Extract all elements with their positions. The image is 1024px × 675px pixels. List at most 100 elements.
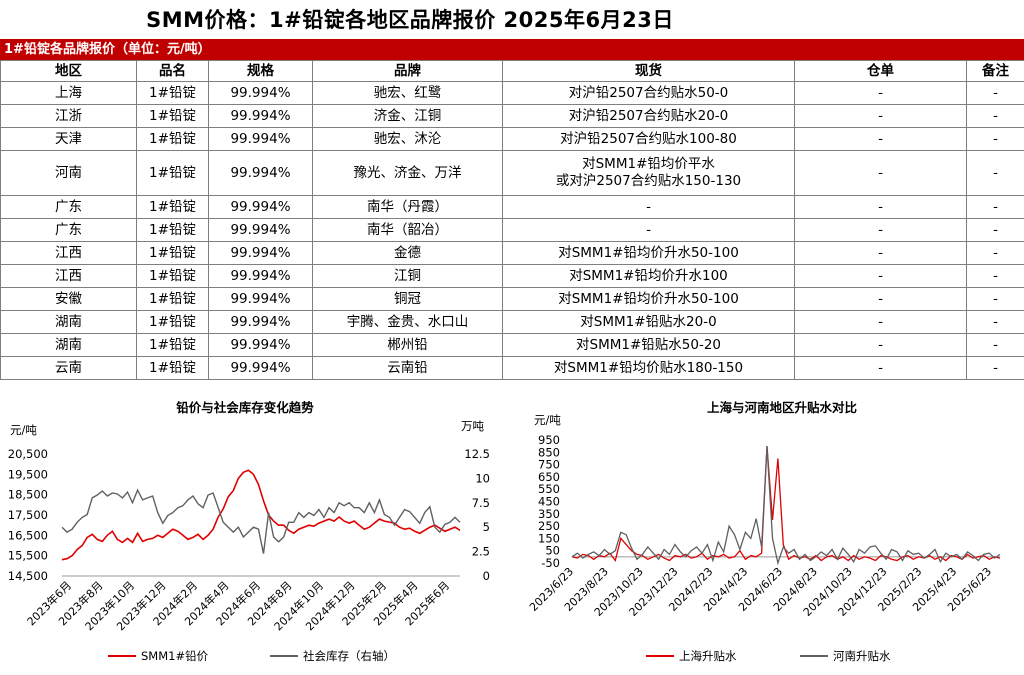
y-tick: 950: [538, 433, 560, 447]
y-left-tick: 18,500: [8, 488, 48, 502]
cell-region: 上海: [0, 81, 137, 105]
cell-region: 江西: [0, 264, 137, 288]
cell-remark: -: [966, 356, 1024, 380]
cell-remark: -: [966, 104, 1024, 128]
cell-brand: 南华（丹霞）: [312, 195, 503, 219]
cell-warrant: -: [794, 195, 967, 219]
cell-product: 1#铅锭: [136, 287, 209, 311]
series-line-inventory: [61, 488, 461, 554]
table-row: 河南 1#铅锭 99.994% 豫光、济金、万洋 对SMM1#铅均价平水 或对沪2507合…: [0, 150, 1024, 196]
cell-brand: 铜冠: [312, 287, 503, 311]
cell-spec: 99.994%: [208, 333, 313, 357]
header-remark: 备注: [966, 60, 1024, 82]
y-tick: 650: [538, 470, 560, 484]
cell-brand: 江铜: [312, 264, 503, 288]
cell-spec: 99.994%: [208, 195, 313, 219]
cell-spec: 99.994%: [208, 241, 313, 265]
cell-brand: 驰宏、红鹭: [312, 81, 503, 105]
cell-region: 广东: [0, 218, 137, 242]
y-left-tick: 17,500: [8, 508, 48, 522]
y-left-tick: 14,500: [8, 569, 48, 583]
cell-warrant: -: [794, 333, 967, 357]
cell-spot: 对SMM1#铅均价平水 或对沪2507合约贴水150-130: [502, 150, 795, 196]
legend-label-lead-price: SMM1#铅价: [141, 649, 209, 663]
legend-label-shanghai: 上海升贴水: [679, 649, 737, 663]
header-brand: 品牌: [312, 60, 503, 82]
table-row: 云南 1#铅锭 99.994% 云南铅 对SMM1#铅均价贴水180-150- -: [0, 356, 1024, 380]
table-row: 安徽 1#铅锭 99.994% 铜冠 对SMM1#铅均价升水50-100- -: [0, 287, 1024, 311]
cell-spec: 99.994%: [208, 150, 313, 196]
cell-spot: 对SMM1#铅贴水50-20: [502, 333, 795, 357]
cell-spec: 99.994%: [208, 264, 313, 288]
header-spec: 规格: [208, 60, 313, 82]
cell-remark: -: [966, 150, 1024, 196]
cell-warrant: -: [794, 104, 967, 128]
cell-warrant: -: [794, 356, 967, 380]
cell-brand: 豫光、济金、万洋: [312, 150, 503, 196]
page-title: SMM价格：1#铅锭各地区品牌报价 2025年6月23日: [146, 8, 674, 32]
cell-region: 安徽: [0, 287, 137, 311]
y-tick: 850: [538, 445, 560, 459]
y-left-unit: 元/吨: [10, 423, 37, 437]
cell-spec: 99.994%: [208, 287, 313, 311]
legend-label-inventory: 社会库存（右轴）: [303, 649, 395, 663]
cell-product: 1#铅锭: [136, 310, 209, 334]
y-right-tick: 2.5: [472, 545, 490, 559]
cell-warrant: -: [794, 310, 967, 334]
cell-spot: 对SMM1#铅均价贴水180-150: [502, 356, 795, 380]
header-spot: 现货: [502, 60, 795, 82]
series-line-henan: [571, 446, 1001, 566]
y-right-unit: 万吨: [461, 419, 484, 433]
cell-remark: -: [966, 241, 1024, 265]
cell-remark: -: [966, 333, 1024, 357]
cell-spec: 99.994%: [208, 218, 313, 242]
y-tick: 350: [538, 507, 560, 521]
table-row: 天津 1#铅锭 99.994% 驰宏、沐沦 对沪铅2507合约贴水100-80- -: [0, 127, 1024, 151]
y-tick: 750: [538, 458, 560, 472]
cell-brand: 宇腾、金贵、水口山: [312, 310, 503, 334]
y-right-tick: 0: [483, 569, 490, 583]
table-title-bar: 1#铅锭各品牌报价（单位：元/吨）: [0, 39, 1024, 60]
cell-warrant: -: [794, 81, 967, 105]
table-row: 上海 1#铅锭 99.994% 驰宏、红鹭 对沪铅2507合约贴水50-0- -: [0, 81, 1024, 105]
cell-brand: 驰宏、沐沦: [312, 127, 503, 151]
cell-product: 1#铅锭: [136, 264, 209, 288]
cell-product: 1#铅锭: [136, 218, 209, 242]
y-tick: 550: [538, 482, 560, 496]
cell-product: 1#铅锭: [136, 356, 209, 380]
cell-brand: 南华（韶冶）: [312, 218, 503, 242]
cell-spot: 对SMM1#铅贴水20-0: [502, 310, 795, 334]
cell-spec: 99.994%: [208, 127, 313, 151]
y-right-tick: 7.5: [472, 496, 490, 510]
cell-product: 1#铅锭: [136, 333, 209, 357]
series-line-shanghai: [571, 446, 1001, 562]
y-right-tick: 5: [483, 520, 490, 534]
cell-region: 江西: [0, 241, 137, 265]
cell-product: 1#铅锭: [136, 127, 209, 151]
cell-spec: 99.994%: [208, 310, 313, 334]
table-header-row: 地区 品名 规格 品牌 现货 仓单 备注: [0, 60, 1024, 82]
cell-remark: -: [966, 310, 1024, 334]
cell-warrant: -: [794, 287, 967, 311]
cell-spec: 99.994%: [208, 104, 313, 128]
chart-title: 上海与河南地区升贴水对比: [707, 400, 858, 415]
cell-product: 1#铅锭: [136, 195, 209, 219]
cell-warrant: -: [794, 150, 967, 196]
cell-region: 广东: [0, 195, 137, 219]
header-region: 地区: [0, 60, 137, 82]
y-left-tick: 20,500: [8, 447, 48, 461]
chart-title: 铅价与社会库存变化趋势: [175, 400, 314, 415]
cell-remark: -: [966, 81, 1024, 105]
cell-region: 湖南: [0, 310, 137, 334]
y-tick: 50: [545, 544, 560, 558]
table-row: 广东 1#铅锭 99.994% 南华（韶冶） - - -: [0, 218, 1024, 242]
cell-region: 河南: [0, 150, 137, 196]
cell-brand: 金德: [312, 241, 503, 265]
y-tick: -50: [541, 556, 560, 570]
y-left-tick: 19,500: [8, 467, 48, 481]
cell-brand: 云南铅: [312, 356, 503, 380]
cell-spot: -: [502, 218, 795, 242]
y-left-tick: 16,500: [8, 528, 48, 542]
cell-brand: 济金、江铜: [312, 104, 503, 128]
